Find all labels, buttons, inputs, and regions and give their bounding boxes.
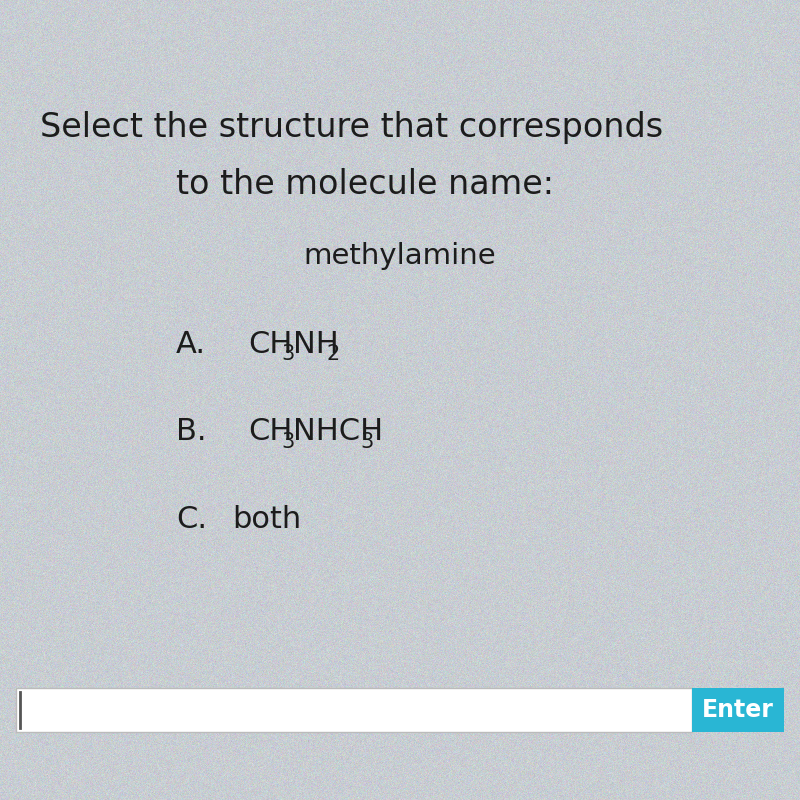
FancyBboxPatch shape	[692, 688, 784, 732]
Text: NH: NH	[293, 330, 338, 358]
Text: 2: 2	[326, 344, 340, 363]
FancyBboxPatch shape	[16, 688, 692, 732]
Text: to the molecule name:: to the molecule name:	[176, 167, 554, 201]
Text: 3: 3	[360, 431, 374, 451]
Text: Select the structure that corresponds: Select the structure that corresponds	[40, 111, 663, 145]
Text: B.: B.	[176, 418, 206, 446]
Text: 3: 3	[282, 431, 295, 451]
Text: both: both	[232, 506, 302, 534]
Text: CH: CH	[248, 330, 292, 358]
Text: C.: C.	[176, 506, 207, 534]
Text: CH: CH	[248, 418, 292, 446]
Text: 3: 3	[282, 344, 295, 363]
Text: methylamine: methylamine	[304, 242, 496, 270]
Text: Enter: Enter	[702, 698, 774, 722]
Text: NHCH: NHCH	[293, 418, 383, 446]
Text: A.: A.	[176, 330, 206, 358]
